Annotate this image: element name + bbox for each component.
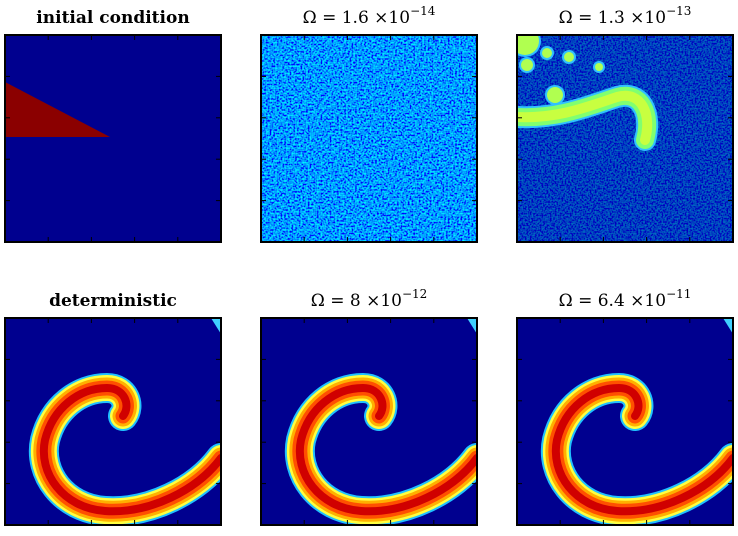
panel-title: Ω = 8 ×10−12 [311, 287, 428, 311]
title-base: Ω = 1.3 ×10 [559, 8, 666, 28]
panel-image [517, 318, 733, 525]
panel-image [261, 318, 477, 525]
pattern-blob [542, 48, 552, 58]
pattern-blob [521, 59, 533, 71]
panel-frame [260, 34, 478, 243]
panel-frame [516, 317, 734, 526]
panel-frame [4, 317, 222, 526]
title-exponent: −12 [402, 287, 427, 301]
corner-patch [723, 318, 733, 334]
panel-title: initial condition [36, 8, 189, 28]
noise [517, 35, 733, 242]
panel-image [261, 35, 477, 242]
panel-title: deterministic [49, 291, 177, 311]
corner-patch [211, 318, 221, 334]
pattern-band [517, 90, 653, 145]
pattern-blob [564, 52, 574, 62]
panel-image [5, 318, 221, 525]
panel-frame [516, 34, 734, 243]
panel-frame [4, 34, 222, 243]
title-base: Ω = 8 ×10 [311, 291, 402, 311]
spiral-band [551, 383, 733, 516]
title-base: Ω = 6.4 ×10 [559, 291, 666, 311]
panel-image [5, 35, 221, 242]
initial-wedge [5, 82, 110, 137]
title-exponent: −11 [666, 287, 691, 301]
panel-frame [260, 317, 478, 526]
spiral-band [295, 383, 477, 516]
title-exponent: −14 [410, 4, 436, 18]
pattern-blob [547, 87, 563, 103]
noise [261, 35, 477, 242]
panel-title: Ω = 1.3 ×10−13 [559, 4, 692, 28]
panel-title: Ω = 6.4 ×10−11 [559, 287, 692, 311]
pattern-blob [517, 35, 539, 55]
title-base: Ω = 1.6 ×10 [303, 8, 410, 28]
title-exponent: −13 [666, 4, 691, 18]
spiral-band [39, 383, 221, 516]
panel-image [517, 35, 733, 242]
pattern-blob [595, 63, 603, 71]
panel-title: Ω = 1.6 ×10−14 [303, 4, 436, 28]
background [5, 35, 221, 242]
corner-patch [467, 318, 477, 334]
